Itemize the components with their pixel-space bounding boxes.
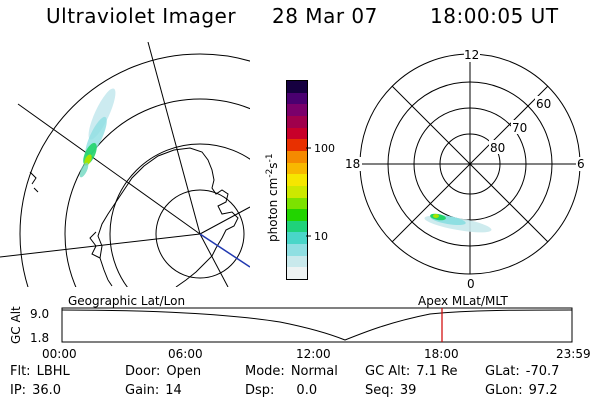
aurora-geo	[79, 88, 116, 178]
colorbar-segment	[287, 267, 307, 279]
altitude-ylabel: GC Alt	[9, 306, 23, 344]
colorbar-segment	[287, 162, 307, 175]
mlat-label-70: 70	[512, 121, 527, 135]
coastline-segment	[29, 171, 39, 193]
colorbar-segment	[287, 81, 307, 93]
geographic-map	[0, 42, 250, 287]
colorbar-label-main: photon cm	[266, 178, 280, 242]
mlat-label-60: 60	[536, 97, 551, 111]
status-glat: GLat: -70.7	[485, 364, 560, 379]
status-glon: GLon: 97.2	[485, 383, 558, 398]
terminator-line	[199, 233, 250, 268]
altitude-curve	[61, 309, 573, 341]
colorbar-segment	[287, 139, 307, 151]
altitude-ytick-high: 9.0	[30, 307, 49, 321]
geo-map-label: Geographic Lat/Lon	[68, 294, 186, 308]
colorbar-ticks: 100 10	[306, 142, 335, 243]
colorbar-segment	[287, 244, 307, 256]
altitude-xtick-0000: 00:00	[42, 347, 77, 361]
colorbar-tick-100: 100	[314, 142, 335, 155]
mlt-diagonal-2	[391, 85, 549, 243]
altitude-xtick-1800: 18:00	[424, 347, 459, 361]
colorbar-label-sup1: -2	[265, 169, 275, 178]
colorbar-segment	[287, 92, 307, 105]
colorbar-segment	[287, 185, 307, 198]
meridian-5	[199, 206, 250, 235]
coastline-peninsula	[89, 231, 113, 287]
mlt-label-0: 0	[467, 277, 475, 291]
lat-circle-2	[109, 143, 250, 287]
aurora-polar	[424, 213, 492, 233]
colorbar-segment	[287, 150, 307, 163]
meridian-1	[17, 103, 201, 235]
colorbar-tick-10: 10	[314, 230, 328, 243]
date-label: 28 Mar 07	[272, 4, 378, 28]
colorbar-label-sup2: -1	[265, 153, 275, 162]
mlt-label-12: 12	[464, 48, 479, 62]
colorbar-segment	[287, 220, 307, 233]
status-mode: Mode: Normal	[245, 364, 338, 379]
lat-circle-3	[64, 98, 250, 287]
colorbar	[286, 80, 308, 280]
polar-plot: 12 18 6 0 60 70 80	[344, 48, 586, 291]
instrument-title: Ultraviolet Imager	[46, 4, 237, 28]
colorbar-segment	[287, 232, 307, 245]
status-seq: Seq: 39	[365, 383, 417, 398]
colorbar-segment	[287, 127, 307, 140]
altitude-ytick-low: 1.8	[30, 331, 49, 345]
coastline	[97, 147, 239, 287]
colorbar-segment	[287, 209, 307, 221]
altitude-xtick-0600: 06:00	[168, 347, 203, 361]
lat-circle-4	[19, 53, 250, 287]
status-gain: Gain: 14	[125, 383, 182, 398]
colorbar-segment	[287, 104, 307, 117]
svg-text:photon cm-2s-1: photon cm-2s-1	[265, 153, 280, 242]
colorbar-segment	[287, 197, 307, 210]
meridian-4	[199, 233, 229, 287]
altitude-plot: 9.0 1.8 GC Alt 00:00 06:00 12:00 18:00 2…	[9, 306, 591, 361]
status-flt: Flt: LBHL	[10, 364, 70, 379]
colorbar-segment	[287, 116, 307, 128]
mlt-label-18: 18	[345, 157, 360, 171]
colorbar-segment	[287, 174, 307, 186]
colorbar-segment	[287, 255, 307, 268]
status-gc-alt: GC Alt: 7.1 Re	[365, 364, 458, 379]
status-door: Door: Open	[125, 364, 202, 379]
mlat-label-80: 80	[490, 141, 505, 155]
altitude-xtick-1200: 12:00	[296, 347, 331, 361]
altitude-xtick-2359: 23:59	[556, 347, 591, 361]
polar-plot-label: Apex MLat/MLT	[418, 294, 508, 308]
colorbar-axis-label: photon cm-2s-1	[265, 153, 280, 242]
status-ip: IP: 36.0	[10, 383, 62, 398]
status-dsp: Dsp: 0.0	[245, 383, 318, 398]
colorbar-label-mid: s	[266, 162, 280, 168]
meridian-3	[0, 233, 201, 258]
time-label: 18:00:05 UT	[430, 4, 559, 28]
meridian-2	[147, 42, 201, 235]
mlt-label-6: 6	[577, 157, 585, 171]
lat-circle-1	[155, 189, 245, 279]
altitude-plot-frame	[61, 307, 573, 343]
